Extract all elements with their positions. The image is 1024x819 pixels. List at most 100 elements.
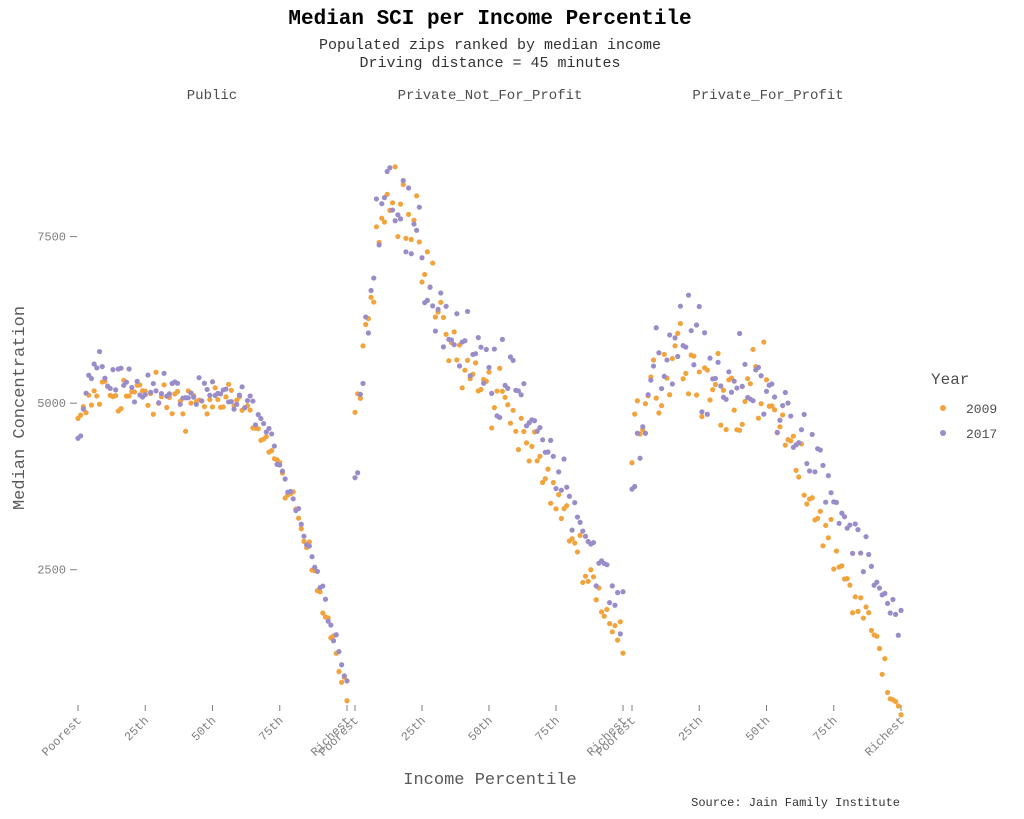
data-point [389, 200, 396, 206]
data-point [582, 533, 589, 539]
data-point [502, 394, 508, 400]
series-2009 [352, 164, 626, 656]
data-point [515, 446, 522, 453]
data-point [895, 703, 901, 709]
data-point [688, 328, 694, 334]
data-point [464, 308, 471, 315]
data-point [604, 562, 610, 568]
data-point [389, 207, 396, 213]
data-point [593, 583, 599, 589]
data-point [478, 344, 484, 350]
data-point [777, 424, 783, 430]
data-point [78, 433, 84, 439]
data-point [661, 351, 667, 357]
data-point [839, 563, 845, 569]
data-point [720, 387, 727, 393]
data-point [357, 395, 363, 401]
data-point [590, 539, 597, 546]
data-point [153, 388, 159, 394]
data-point [677, 320, 684, 327]
data-point [572, 500, 578, 506]
data-point [336, 668, 342, 675]
data-point [537, 453, 543, 459]
data-point [231, 406, 237, 412]
data-point [408, 236, 414, 243]
data-point [217, 391, 224, 397]
data-point [526, 458, 532, 464]
data-point [486, 364, 492, 371]
data-point [707, 397, 713, 403]
data-point [884, 600, 891, 607]
data-point [858, 595, 864, 601]
data-point [188, 390, 194, 396]
data-point [183, 428, 189, 434]
data-point [416, 204, 422, 210]
data-point [556, 469, 562, 475]
data-point [381, 195, 388, 201]
data-point [558, 487, 564, 493]
data-point [196, 375, 202, 381]
legend: Year 2009 2017 [931, 371, 997, 442]
data-point [193, 401, 199, 407]
data-point [427, 284, 433, 290]
data-point [400, 178, 406, 184]
data-point [250, 398, 256, 404]
data-point [653, 325, 659, 331]
data-point [489, 425, 495, 431]
data-point [672, 343, 678, 349]
facet-label: Private_Not_For_Profit [398, 88, 583, 104]
data-point [110, 367, 116, 373]
data-point [252, 422, 259, 428]
data-point [301, 538, 307, 544]
facet-label: Public [187, 88, 237, 104]
x-axis-title: Income Percentile [403, 771, 576, 790]
data-point [796, 440, 802, 446]
data-point [411, 221, 417, 227]
data-point [855, 527, 861, 533]
data-point [191, 394, 197, 400]
data-point [266, 425, 272, 432]
data-point [207, 397, 213, 403]
data-point [723, 426, 729, 433]
data-point [497, 365, 503, 371]
data-point [430, 260, 436, 266]
data-point [531, 418, 538, 424]
data-point [521, 428, 527, 435]
data-point [615, 590, 621, 596]
data-point [844, 576, 850, 582]
data-point [640, 424, 646, 430]
data-point [699, 413, 705, 420]
x-tick-label: Richest [862, 714, 908, 760]
data-point [158, 390, 164, 397]
data-point [825, 473, 831, 479]
data-point [379, 215, 385, 221]
data-point [745, 376, 751, 382]
data-point [699, 409, 705, 415]
data-point [540, 479, 546, 486]
data-point [403, 249, 409, 255]
data-point [118, 365, 124, 371]
data-point [761, 339, 767, 345]
data-point [780, 412, 786, 418]
data-point [131, 389, 138, 395]
data-point [379, 201, 385, 207]
data-point [333, 632, 339, 638]
data-point [809, 495, 815, 501]
data-point [653, 395, 659, 401]
data-point [815, 515, 821, 521]
data-point [574, 514, 581, 520]
data-point [384, 168, 390, 175]
data-point [731, 378, 737, 384]
data-point [780, 402, 786, 409]
data-point [352, 475, 358, 481]
data-point [860, 569, 866, 575]
chart-caption: Source: Jain Family Institute [691, 796, 900, 810]
data-point [534, 458, 540, 464]
data-point [440, 344, 447, 350]
data-point [833, 548, 840, 554]
data-point [145, 372, 151, 378]
data-point [661, 373, 667, 379]
data-point [747, 381, 753, 387]
x-tick-label: 50th [743, 714, 773, 744]
data-point [548, 437, 554, 443]
